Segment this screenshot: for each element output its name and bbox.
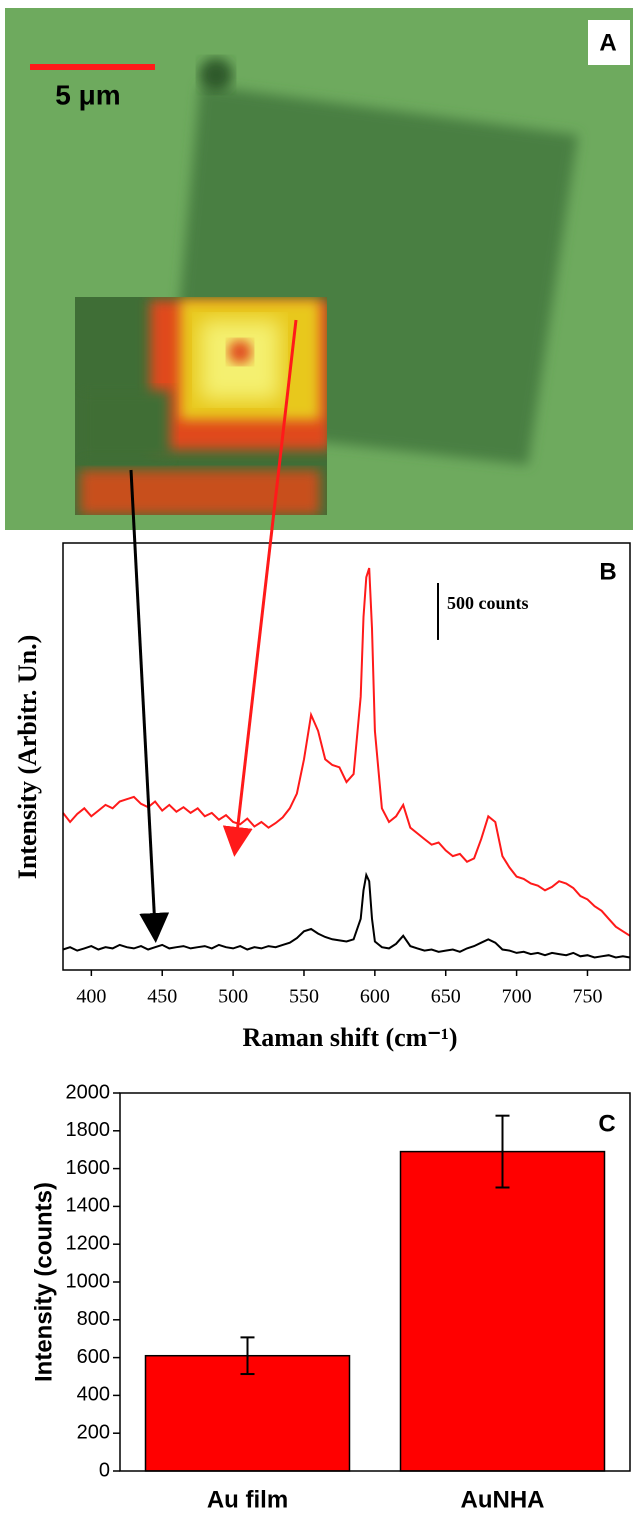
x-tick-label: Au film: [207, 1486, 288, 1513]
x-tick-label: AuNHA: [461, 1486, 545, 1513]
x-tick-label: 650: [431, 986, 461, 1008]
x-tick-label: 750: [572, 986, 602, 1008]
panel-label: C: [598, 1110, 615, 1137]
bar-chart: Au film AuNHA 0 200 400 600 800 1000 1200 1400 160…: [30, 1081, 631, 1513]
y-tick-label: 1000: [66, 1270, 111, 1292]
y-tick-label: 0: [99, 1459, 110, 1481]
y-axis-label: Intensity (counts): [30, 1182, 57, 1382]
error-bar: [495, 1114, 510, 1189]
spectrum-line: [62, 567, 631, 937]
x-tick-label: 450: [147, 986, 177, 1008]
y-tick-label: 600: [77, 1346, 110, 1368]
microscope-image: [5, 8, 633, 530]
arrow: [222, 319, 298, 857]
y-tick-label: 400: [77, 1384, 110, 1406]
arrow: [129, 469, 170, 943]
y-axis-label: Intensity (Arbitr. Un.): [13, 635, 42, 880]
error-bar: [240, 1336, 255, 1376]
y-tick-label: 1800: [66, 1119, 111, 1141]
x-tick-label: 550: [289, 986, 319, 1008]
y-tick-label: 1200: [66, 1232, 111, 1254]
panel-label: B: [599, 558, 616, 585]
x-axis-label: Raman shift (cm⁻¹): [242, 1023, 457, 1052]
y-tick-label: 1600: [66, 1157, 111, 1179]
x-tick-label: 700: [502, 986, 532, 1008]
scale-bar-label: 500 counts: [447, 593, 529, 613]
bar: [399, 1150, 606, 1472]
panel-label: A: [599, 29, 616, 56]
x-tick-label: 500: [218, 986, 248, 1008]
y-tick-label: 1400: [66, 1195, 111, 1217]
x-tick-label: 400: [76, 986, 106, 1008]
y-tick-label: 200: [77, 1421, 110, 1443]
y-tick-label: 2000: [66, 1081, 111, 1103]
plot-frame: [62, 542, 631, 971]
raman-map: [75, 297, 327, 515]
spectrum-line: [62, 871, 631, 959]
raman-chart: 400 450 500 550 600 650 700 750 500 counts B Raman…: [13, 542, 631, 1052]
x-tick-label: 600: [360, 986, 390, 1008]
y-tick-label: 800: [77, 1308, 110, 1330]
scale-bar-label: 5 μm: [55, 79, 120, 110]
